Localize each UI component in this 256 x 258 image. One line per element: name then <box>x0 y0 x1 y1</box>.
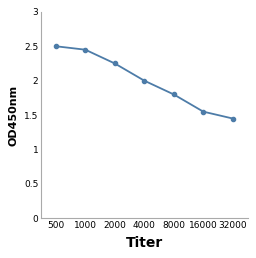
Y-axis label: OD450nm: OD450nm <box>8 85 18 146</box>
X-axis label: Titer: Titer <box>126 236 163 250</box>
